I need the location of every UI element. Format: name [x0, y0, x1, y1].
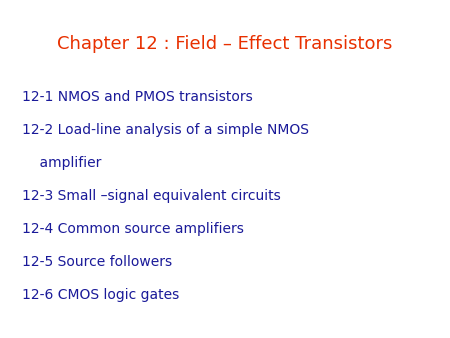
Text: amplifier: amplifier [22, 156, 101, 170]
Text: 12-1 NMOS and PMOS transistors: 12-1 NMOS and PMOS transistors [22, 90, 252, 103]
Text: 12-3 Small –signal equivalent circuits: 12-3 Small –signal equivalent circuits [22, 189, 280, 203]
Text: 12-4 Common source amplifiers: 12-4 Common source amplifiers [22, 222, 243, 236]
Text: Chapter 12 : Field – Effect Transistors: Chapter 12 : Field – Effect Transistors [57, 35, 393, 53]
Text: 12-2 Load-line analysis of a simple NMOS: 12-2 Load-line analysis of a simple NMOS [22, 123, 309, 137]
Text: 12-6 CMOS logic gates: 12-6 CMOS logic gates [22, 288, 179, 302]
Text: 12-5 Source followers: 12-5 Source followers [22, 255, 172, 269]
